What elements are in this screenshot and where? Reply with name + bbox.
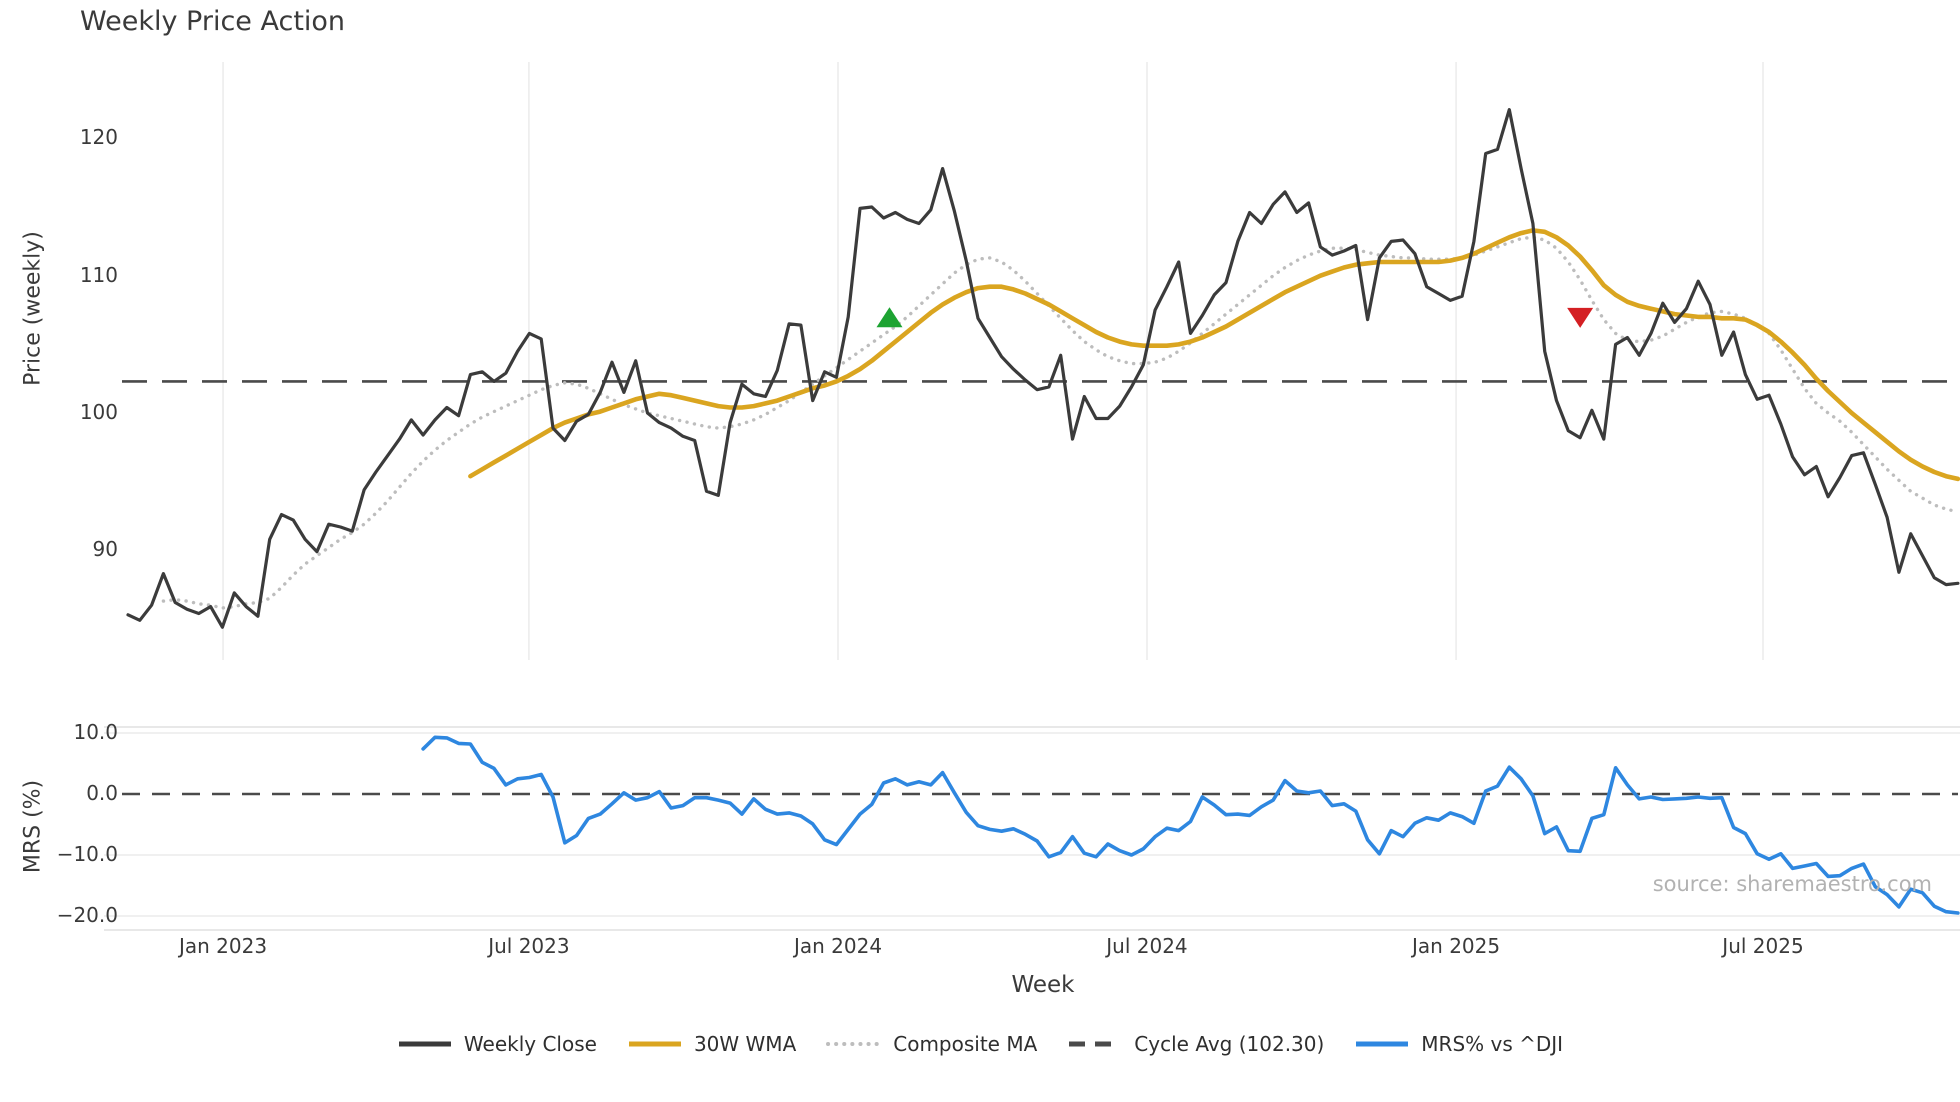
legend: Weekly Close 30W WMA Composite MA Cycle Avg…: [0, 1022, 1960, 1066]
wma-30w-line: [468, 228, 1960, 482]
x-tick: Jul 2025: [1722, 934, 1804, 958]
mrs-ytick: 0.0: [86, 781, 118, 805]
legend-item: 30W WMA: [627, 1032, 796, 1056]
price-ytick: 90: [92, 537, 118, 562]
solid-line-swatch-icon: [398, 1041, 451, 1047]
mrs-ytick: −10.0: [56, 842, 118, 866]
legend-label: Weekly Close: [463, 1032, 597, 1056]
legend-label: MRS% vs ^DJI: [1421, 1032, 1564, 1056]
dotted-line-swatch-icon: [826, 1042, 883, 1046]
mrs-ytick: −20.0: [56, 903, 118, 927]
legend-item: MRS% vs ^DJI: [1354, 1032, 1563, 1056]
mrs-line: [421, 735, 1960, 915]
price-ytick: 110: [79, 262, 118, 287]
legend-item: Cycle Avg (102.30): [1067, 1032, 1324, 1056]
legend-label: Composite MA: [893, 1032, 1038, 1056]
x-axis-label: Week: [1011, 972, 1075, 998]
legend-label: Cycle Avg (102.30): [1134, 1032, 1325, 1056]
solid-line-swatch-icon: [1356, 1041, 1409, 1047]
legend-item: Weekly Close: [397, 1032, 597, 1056]
weekly-close-line: [126, 107, 1960, 629]
x-tick: Jan 2024: [793, 934, 883, 958]
x-tick: Jan 2023: [178, 934, 268, 958]
solid-line-swatch-icon: [628, 1041, 681, 1047]
composite-ma-line: [161, 235, 1960, 610]
x-tick: Jan 2025: [1412, 934, 1501, 958]
price-ytick: 100: [79, 400, 118, 424]
legend-item: Composite MA: [826, 1032, 1037, 1056]
buy-signal-marker: [876, 307, 903, 328]
legend-label: 30W WMA: [693, 1032, 797, 1056]
mrs-ytick: 10.0: [73, 720, 118, 744]
sell-signal-marker: [1567, 307, 1594, 328]
source-note: source: sharemaestro.com: [1652, 872, 1932, 896]
chart-title: Weekly Price Action: [80, 6, 346, 37]
dashed-line-swatch-icon: [1069, 1041, 1122, 1047]
x-tick: Jul 2024: [1106, 934, 1188, 958]
x-tick: Jul 2023: [488, 934, 570, 958]
price-ytick: 120: [79, 125, 118, 150]
